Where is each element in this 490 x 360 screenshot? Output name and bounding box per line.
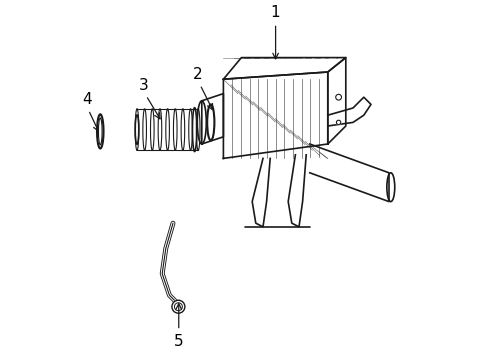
Text: 3: 3 <box>139 78 148 93</box>
Circle shape <box>337 120 341 125</box>
Circle shape <box>336 94 342 100</box>
Ellipse shape <box>135 115 139 144</box>
Text: 5: 5 <box>174 334 184 349</box>
Text: 1: 1 <box>271 5 280 20</box>
Ellipse shape <box>97 114 103 149</box>
Ellipse shape <box>98 118 102 145</box>
Text: 4: 4 <box>82 92 92 107</box>
Circle shape <box>172 300 185 313</box>
Text: 2: 2 <box>193 67 202 82</box>
